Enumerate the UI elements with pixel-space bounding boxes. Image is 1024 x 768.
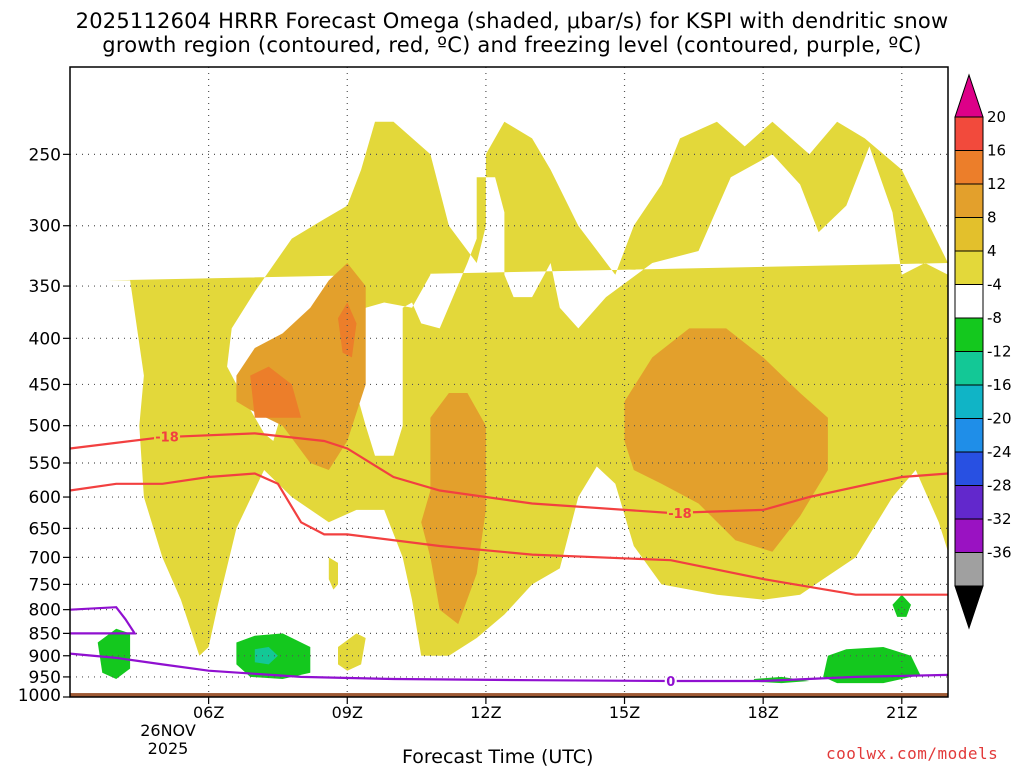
y-tick-label-300: 300 [29,217,61,237]
x-axis-label: Forecast Time (UTC) [402,746,594,768]
omega-shade-8to12-west [236,263,366,470]
colorbar-label-12: -32 [987,510,1012,528]
y-tick-label-600: 600 [29,488,61,508]
chart-title-line-1: 2025112604 HRRR Forecast Omega (shaded, … [75,9,949,33]
x-tick-label-15: 15Z [609,703,640,722]
colorbar-segment-6 [954,284,984,319]
contour-3 [69,606,137,635]
y-tick-label-400: 400 [29,329,61,349]
y-tick-label-850: 850 [29,624,61,644]
y-tick-label-500: 500 [29,417,61,437]
y-tick-label-750: 750 [29,575,61,595]
colorbar-bottom-arrow [954,585,984,630]
omega-shade-12to16-a [250,366,302,418]
colorbar-label-2: 12 [987,175,1006,193]
x-tick-label-9: 09Z [332,703,363,722]
y-tick-label-900: 900 [29,647,61,667]
colorbar-label-7: -12 [987,343,1012,361]
colorbar-label-4: 4 [987,242,997,260]
colorbar-label-9: -20 [987,410,1012,428]
contour-1 [69,472,948,596]
contour-label-zero-bg [664,673,677,689]
grid [70,67,948,697]
colorbar-segment-5 [954,250,984,285]
x-tick-label-21: 21Z [886,703,917,722]
colorbar-segment-14 [954,552,984,587]
colorbar-segment-4 [954,217,984,252]
colorbar-label-1: 16 [987,142,1006,160]
date-label-day: 26NOV [140,721,196,740]
colorbar-label-0: 20 [987,108,1006,126]
colorbar-segment-2 [954,150,984,185]
y-tick-label-250: 250 [29,145,61,165]
y-tick-label-1000: 1000 [18,686,61,706]
colorbar-segment-13 [954,518,984,553]
omega-shade-neg-east-small [892,594,911,617]
omega-shade-4to8-main [107,121,948,656]
colorbar-label-11: -28 [987,477,1012,495]
colorbar-segment-7 [954,317,984,352]
omega-shade-12to16-b [338,302,357,358]
contour-2 [69,652,949,683]
omega-shade-8to12-mid [421,393,486,625]
colorbar-label-6: -8 [987,309,1002,327]
omega-shade-8to12-east [624,328,828,552]
ground-fill [70,693,948,697]
colorbar-segment-12 [954,485,984,520]
omega-shade-neg-east [823,647,921,684]
omega-shade-neg-far-west [97,628,131,679]
x-tick-label-18: 18Z [747,703,778,722]
colorbar-label-5: -4 [987,276,1002,294]
colorbar-segment-11 [954,451,984,486]
credit-link[interactable]: coolwx.com/models [826,744,999,763]
colorbar-segment-9 [954,384,984,419]
colorbar-segment-10 [954,418,984,453]
plot-frame [69,66,949,698]
contour-label-neg18-east: -18 [668,507,692,522]
colorbar-segment-1 [954,116,984,151]
contour-0 [69,432,949,515]
colorbar-segment-3 [954,183,984,218]
contour-label-neg18-east-bg [666,505,693,521]
y-tick-label-550: 550 [29,454,61,474]
y-tick-label-700: 700 [29,548,61,568]
x-tick-label-12: 12Z [470,703,501,722]
x-tick-label-6: 06Z [193,703,224,722]
colorbar-label-3: 8 [987,209,997,227]
contour-label-neg18-west: -18 [155,430,179,445]
contour-label-zero: 0 [666,675,675,690]
colorbar-label-13: -36 [987,544,1012,562]
omega-shade-4to8-stub [328,557,338,590]
colorbar-top-arrow [954,73,984,118]
chart-title-line-2: growth region (contoured, red, ºC) and f… [102,33,922,57]
omega-shade-4to8-lowcol [338,633,366,671]
omega-shade-neg8-core [254,647,278,665]
date-label-year: 2025 [147,739,189,758]
y-tick-label-650: 650 [29,519,61,539]
colorbar-label-10: -24 [987,443,1012,461]
y-tick-label-950: 950 [29,668,61,688]
y-tick-label-350: 350 [29,277,61,297]
contour-label-neg18-west-bg [154,428,181,444]
y-tick-label-800: 800 [29,601,61,621]
colorbar-label-8: -16 [987,376,1012,394]
y-tick-label-450: 450 [29,375,61,395]
colorbar-segment-8 [954,351,984,386]
